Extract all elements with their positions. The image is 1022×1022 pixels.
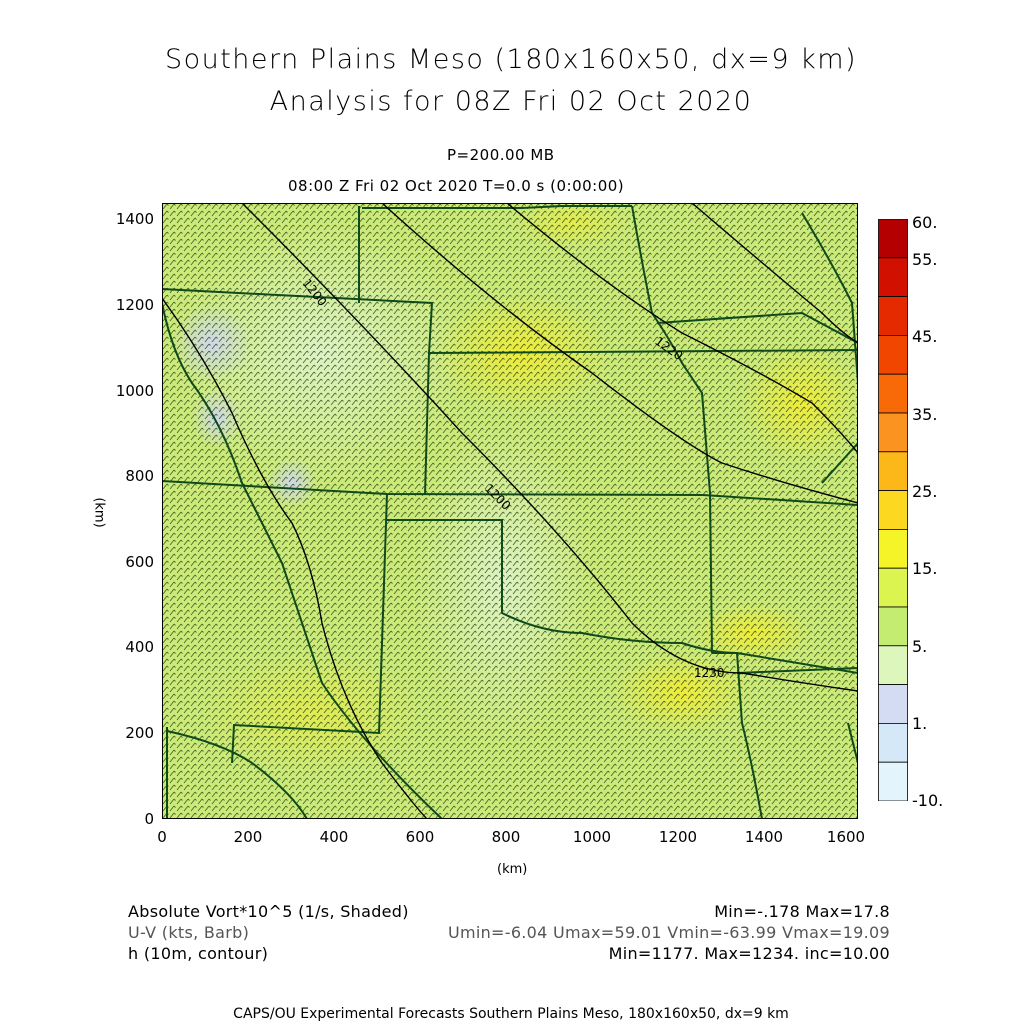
colorbar-swatch [878,684,908,724]
x-tick-label: 800 [491,828,521,846]
x-tick-label: 600 [405,828,435,846]
level-subtitle: P=200.00 MB [447,146,555,164]
colorbar-label: 45. [912,327,938,346]
y-tick-label: 1000 [115,382,154,400]
map-plot: 1200 1200 1220 1230 [162,203,858,819]
legend-field-1-stats: Min=-.178 Max=17.8 [714,902,890,921]
colorbar-label: 60. [912,213,938,232]
x-axis-label: (km) [497,862,528,877]
x-tick-label: 1200 [658,828,698,846]
title-line-2: Analysis for 08Z Fri 02 Oct 2020 [269,86,753,117]
colorbar-swatch [878,257,908,297]
legend-field-3: h (10m, contour) [128,944,269,963]
colorbar-swatch [878,490,908,530]
colorbar-swatch [878,219,908,259]
colorbar-label: 35. [912,405,938,424]
colorbar-swatch [878,606,908,647]
plot-frame [162,203,858,819]
colorbar [878,219,908,801]
colorbar-swatch [878,451,908,492]
y-tick-label: 1400 [115,210,154,228]
colorbar-swatch [878,761,908,801]
colorbar-swatch [878,528,908,569]
y-tick-label: 800 [125,467,154,485]
colorbar-swatch [878,335,908,375]
x-tick-label: 400 [319,828,349,846]
state-borders [162,205,858,819]
height-contours [162,203,858,819]
colorbar-label: -10. [912,791,944,810]
legend-field-2: U-V (kts, Barb) [128,923,250,942]
legend-field-3-stats: Min=1177. Max=1234. inc=10.00 [608,944,890,963]
y-tick-label: 0 [144,810,154,828]
colorbar-label: 15. [912,559,938,578]
x-tick-label: 1400 [744,828,784,846]
colorbar-label: 1. [912,714,928,733]
y-axis-label: (km) [91,497,107,528]
x-tick-label: 1000 [572,828,612,846]
x-tick-label: 1600 [826,828,866,846]
legend-field-1: Absolute Vort*10^5 (1/s, Shaded) [128,902,409,921]
colorbar-swatch [878,296,908,336]
colorbar-label: 55. [912,250,938,269]
colorbar-swatch [878,645,908,685]
y-tick-label: 400 [125,638,154,656]
y-tick-label: 200 [125,724,154,742]
y-tick-label: 600 [125,553,154,571]
time-subtitle: 08:00 Z Fri 02 Oct 2020 T=0.0 s (0:00:00… [288,177,625,195]
colorbar-label: 5. [912,637,928,656]
x-tick-label: 0 [157,828,167,846]
title-line-1: Southern Plains Meso (180x160x50, dx=9 k… [164,44,858,75]
colorbar-swatch [878,722,908,763]
colorbar-label: 25. [912,482,938,501]
colorbar-swatch [878,373,908,414]
colorbar-swatch [878,567,908,608]
contour-label: 1230 [694,666,725,680]
legend-field-2-stats: Umin=-6.04 Umax=59.01 Vmin=-63.99 Vmax=1… [447,923,890,942]
x-tick-label: 200 [233,828,263,846]
y-tick-label: 1200 [115,296,154,314]
footer-credit: CAPS/OU Experimental Forecasts Southern … [233,1006,789,1022]
colorbar-swatch [878,412,908,453]
